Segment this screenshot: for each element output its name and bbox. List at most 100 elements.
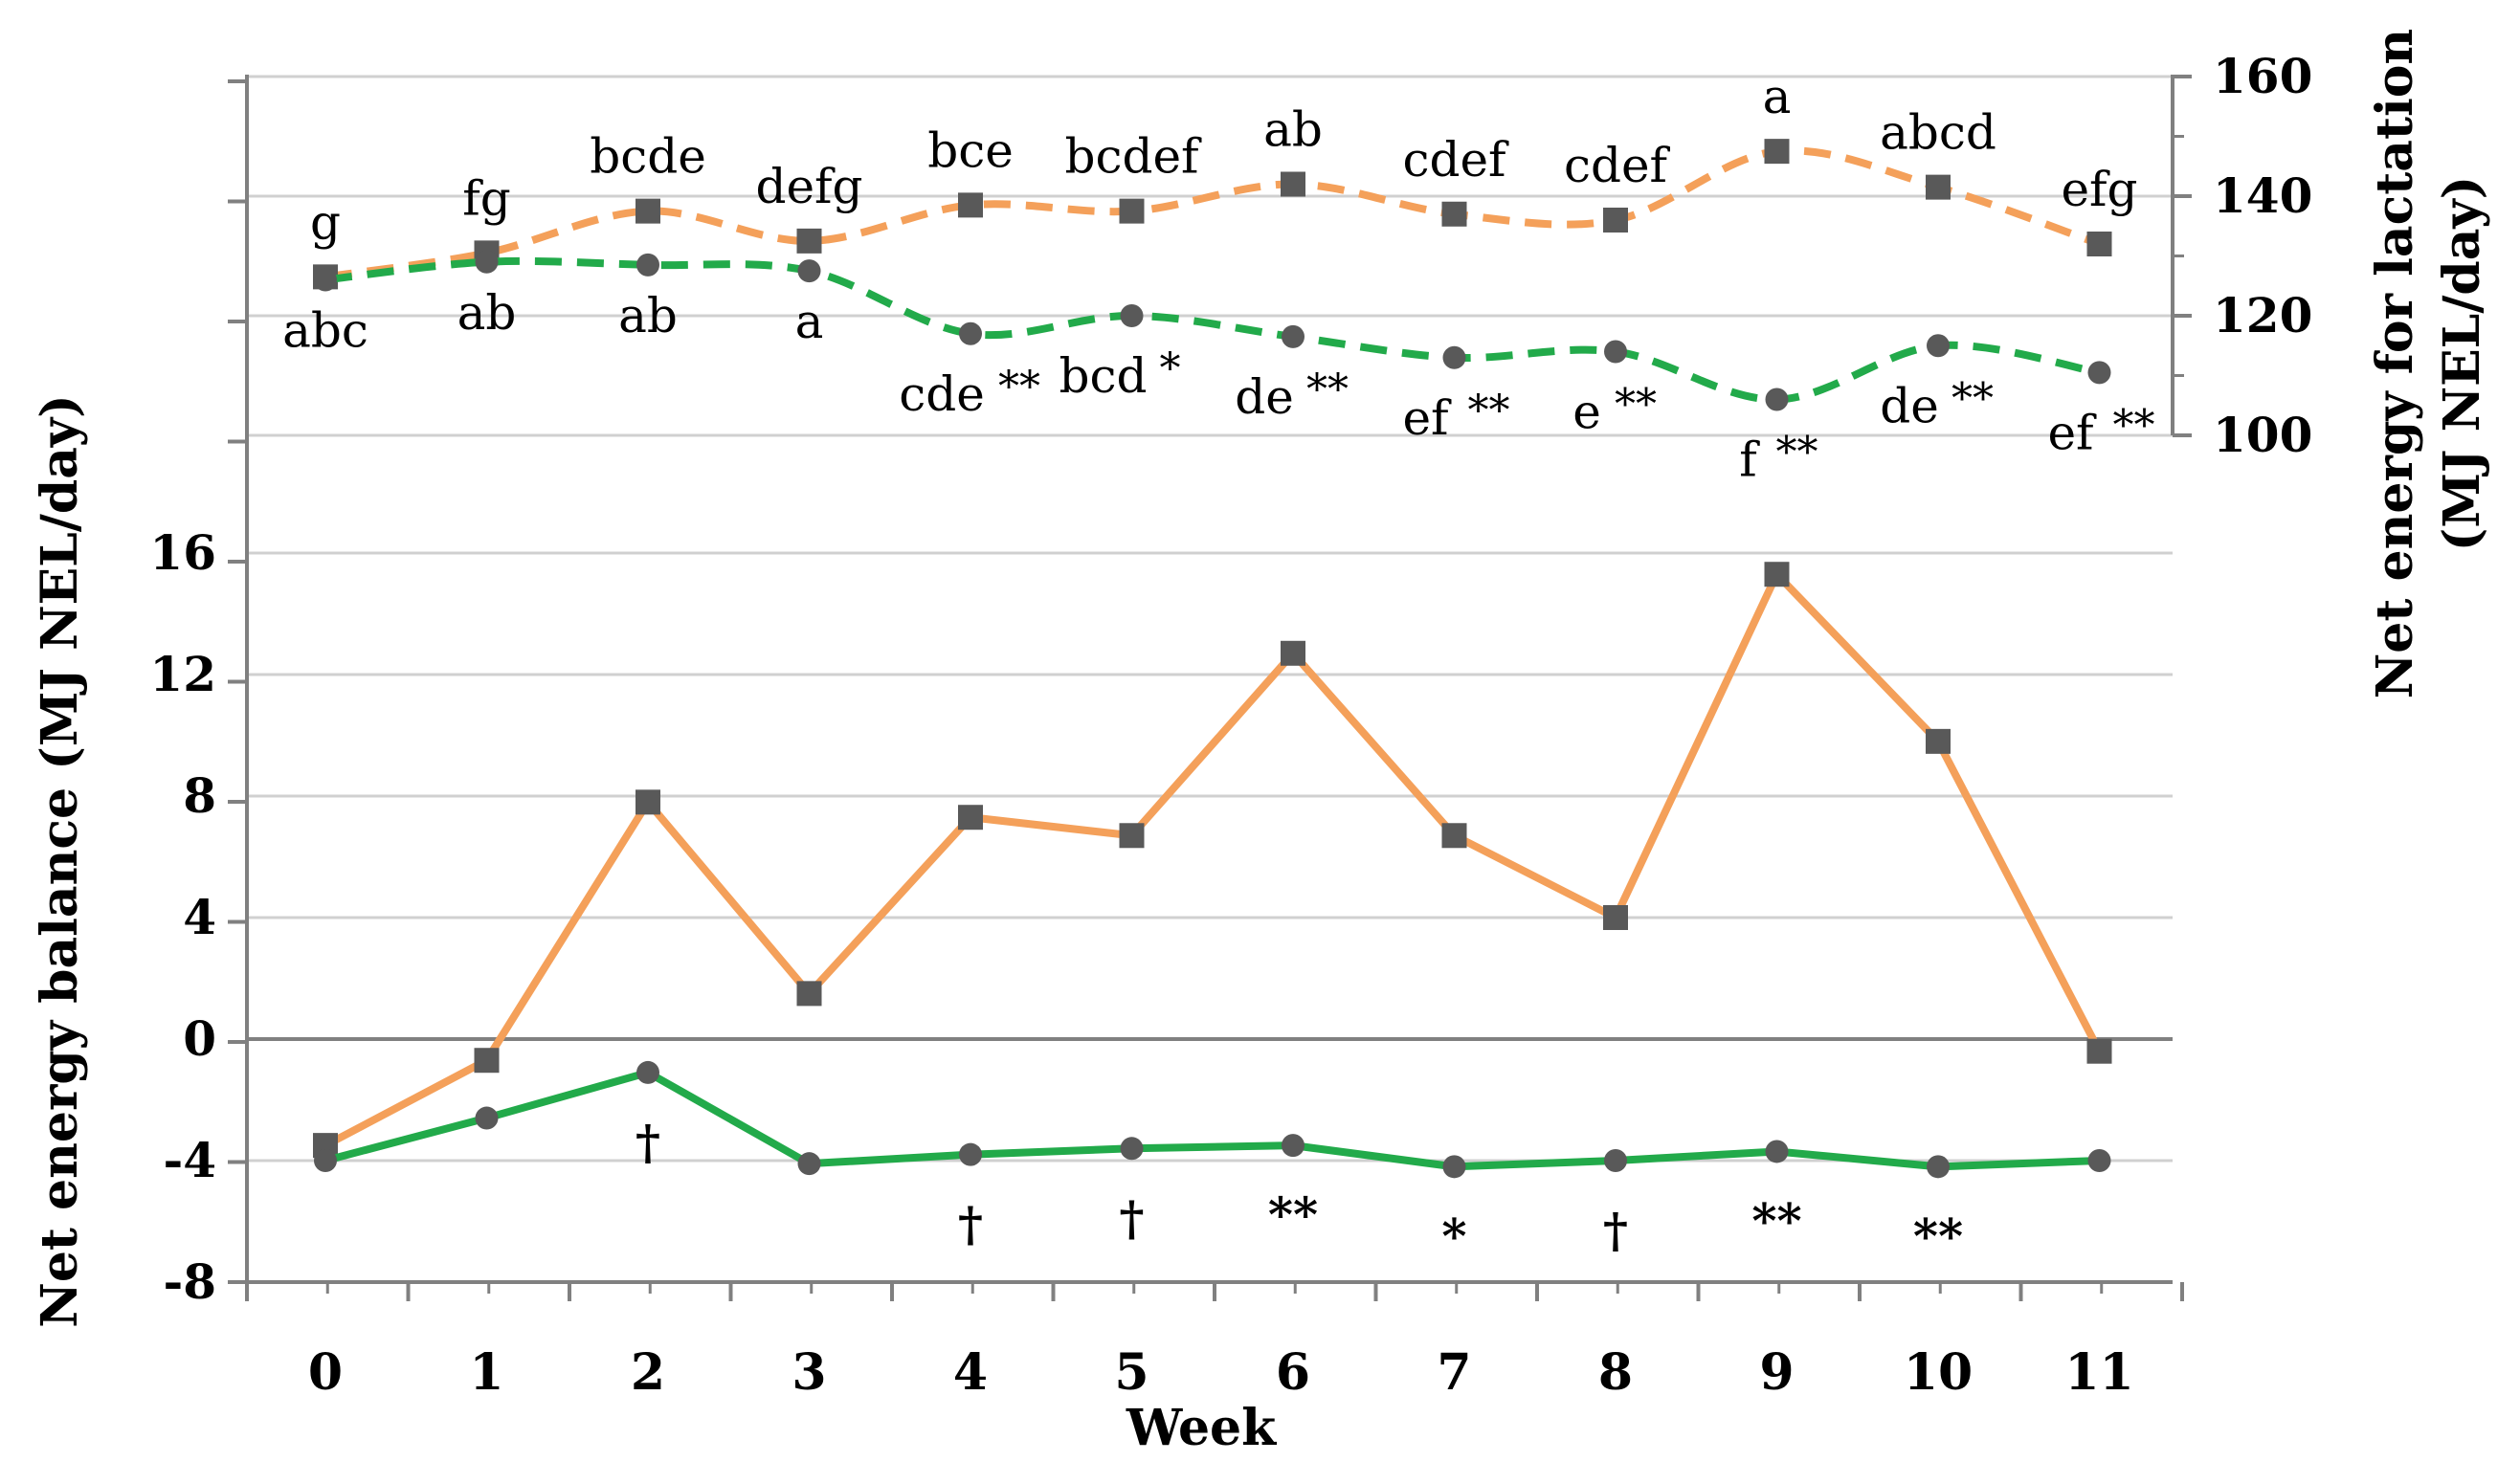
- series-line-3: [323, 1068, 2100, 1171]
- data-point-square: [1926, 174, 1951, 200]
- data-point-square: [636, 198, 660, 224]
- y-right-tick-label: 120: [2213, 287, 2312, 343]
- orange-significance-letters: abcd: [1880, 105, 1996, 161]
- y-right-tick-label: 160: [2213, 48, 2312, 104]
- data-point-square: [1441, 201, 1467, 227]
- x-tick-label: 2: [631, 1343, 665, 1402]
- x-tick-label: 0: [308, 1343, 343, 1402]
- green-significance-stars: **: [1776, 429, 1818, 477]
- data-point-square: [1764, 139, 1790, 165]
- balance-significance-mark: †: [1119, 1189, 1144, 1246]
- grid-lines: [247, 75, 2173, 1163]
- y-left-tick-label: 12: [149, 646, 216, 702]
- data-point-circle: [1765, 388, 1789, 411]
- series-line-2: [323, 570, 2104, 1149]
- data-point-circle: [2087, 1149, 2111, 1172]
- x-tick-label: 10: [1904, 1343, 1973, 1402]
- data-point-square: [958, 805, 983, 831]
- x-tick-label: 4: [953, 1343, 988, 1402]
- green-significance-stars: **: [998, 363, 1040, 411]
- data-point-square: [1926, 728, 1951, 754]
- y-axis-right-title-line1: Net energy for lactation: [2366, 29, 2424, 698]
- x-tick-label: 5: [1114, 1343, 1148, 1402]
- data-point-circle: [1927, 1155, 1950, 1179]
- axes: [228, 75, 2192, 1301]
- y-axis-right-title-line2: (MJ NEL/day): [2433, 176, 2491, 551]
- green-significance-stars: *: [1160, 344, 1181, 393]
- series: [313, 139, 2112, 1179]
- data-point-circle: [1604, 1149, 1627, 1172]
- orange-significance-letters: efg: [2061, 162, 2137, 217]
- y-left-tick-label: 16: [149, 524, 216, 581]
- y-right-tick-label: 100: [2213, 407, 2312, 463]
- data-point-square: [1281, 640, 1305, 666]
- series-line-0: [324, 146, 2101, 281]
- y-axis-left-title: Net energy balance (MJ NEL/day): [31, 394, 89, 1327]
- data-point-circle: [1765, 1140, 1789, 1163]
- green-significance-letters: bcd: [1059, 348, 1147, 404]
- x-tick-label: 3: [792, 1343, 826, 1402]
- x-tick-label: 7: [1437, 1343, 1471, 1402]
- green-significance-letters: cde: [899, 366, 985, 422]
- orange-significance-letters: ab: [1263, 102, 1323, 158]
- x-axis-title: Week: [1126, 1399, 1277, 1457]
- green-significance-stars: **: [2113, 401, 2155, 450]
- y-left-tick-label: 0: [183, 1010, 216, 1067]
- data-point-square: [2086, 232, 2112, 256]
- data-point-circle: [959, 1142, 982, 1166]
- green-significance-letters: a: [795, 294, 824, 349]
- green-significance-letters: ef: [1402, 390, 1452, 446]
- orange-significance-letters: g: [310, 194, 341, 250]
- green-significance-letters: de: [1880, 378, 1939, 433]
- x-tick-label: 8: [1598, 1343, 1633, 1402]
- data-point-circle: [797, 1152, 821, 1176]
- green-significance-letters: e: [1572, 385, 1601, 440]
- balance-significance-mark: †: [1603, 1202, 1628, 1258]
- orange-significance-letters: bce: [927, 122, 1014, 178]
- orange-significance-letters: cdef: [1564, 138, 1671, 193]
- green-significance-stars: **: [1468, 387, 1510, 435]
- orange-significance-letters: fg: [462, 170, 511, 226]
- orange-significance-letters: bcde: [590, 129, 706, 185]
- green-significance-stars: **: [1306, 365, 1349, 414]
- green-significance-letters: ab: [457, 285, 517, 341]
- data-point-circle: [314, 268, 337, 292]
- y-left-tick-label: -4: [163, 1132, 216, 1188]
- data-point-square: [1764, 562, 1790, 587]
- y-left-tick-label: -8: [163, 1253, 216, 1310]
- orange-significance-letters: cdef: [1402, 132, 1509, 188]
- orange-significance-letters: bcdef: [1064, 129, 1202, 185]
- data-point-square: [796, 228, 822, 254]
- data-point-square: [474, 1048, 500, 1074]
- green-significance-letters: f: [1739, 432, 1760, 488]
- data-point-square: [2086, 1038, 2112, 1064]
- data-point-circle: [1282, 324, 1305, 348]
- data-point-circle: [475, 1106, 499, 1130]
- data-point-square: [1281, 171, 1305, 197]
- balance-significance-mark: †: [636, 1114, 660, 1170]
- y-left-tick-label: 4: [183, 889, 216, 945]
- green-significance-letters: abc: [282, 303, 368, 359]
- data-point-circle: [1442, 1155, 1466, 1179]
- green-significance-letters: ab: [618, 288, 678, 343]
- balance-significance-mark: *: [1441, 1207, 1466, 1264]
- balance-significance-mark: †: [958, 1196, 983, 1252]
- data-point-circle: [2087, 361, 2111, 385]
- data-point-circle: [475, 250, 499, 274]
- data-point-circle: [1927, 334, 1950, 358]
- data-point-circle: [636, 1060, 659, 1084]
- y-right-tick-label: 140: [2213, 167, 2312, 224]
- data-point-square: [1119, 198, 1145, 224]
- data-point-circle: [1442, 345, 1466, 369]
- data-point-circle: [797, 259, 821, 283]
- data-point-square: [958, 192, 983, 218]
- data-point-circle: [1120, 304, 1144, 327]
- data-point-circle: [1120, 1137, 1144, 1161]
- balance-significance-mark: **: [1268, 1186, 1318, 1243]
- data-point-square: [1441, 823, 1467, 849]
- data-point-circle: [1282, 1134, 1305, 1158]
- data-point-square: [1603, 905, 1628, 930]
- data-point-square: [636, 789, 660, 815]
